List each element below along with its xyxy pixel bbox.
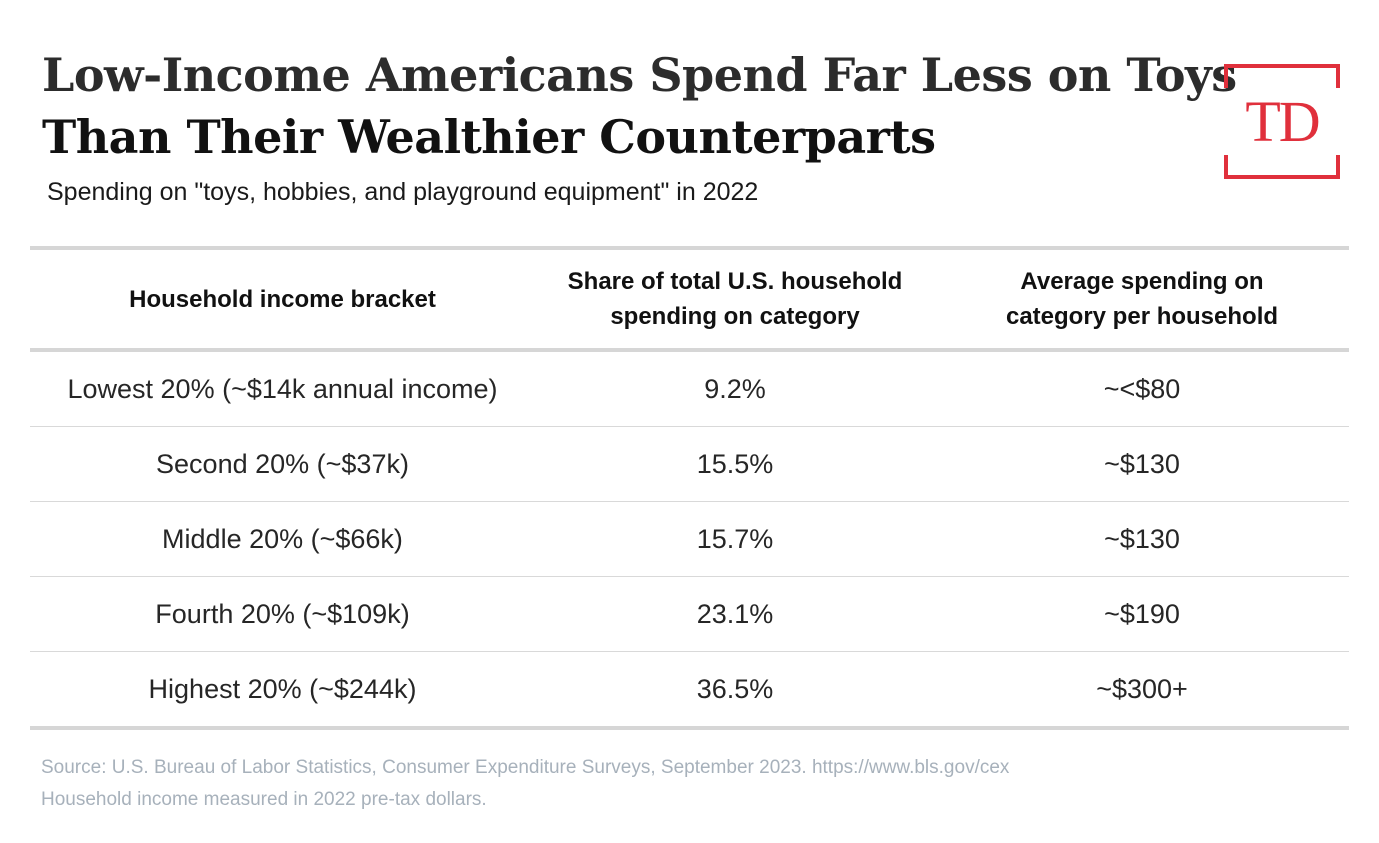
td-logo: TD	[1224, 64, 1340, 179]
title-line-2: Than Their Wealthier Counterparts	[42, 110, 936, 164]
table-cell: ~$190	[1104, 598, 1180, 629]
column-header-line: Average spending on	[1020, 268, 1264, 295]
chart-subtitle: Spending on "toys, hobbies, and playgrou…	[47, 178, 759, 206]
table-cell: ~<$80	[1103, 373, 1181, 404]
column-header-line: spending on category	[610, 303, 860, 330]
data-table: Household income bracket Share of total U…	[30, 246, 1349, 730]
table-cell: Lowest 20% (~$14k annual income)	[67, 373, 498, 404]
table-body: Lowest 20% (~$14k annual income) 9.2% ~<$8…	[30, 352, 1349, 726]
table-row: Middle 20% (~$66k) 15.7% ~$130	[30, 502, 1349, 577]
column-header-3: Average spending on category per househol…	[935, 264, 1349, 334]
table-header: Household income bracket Share of total U…	[30, 250, 1349, 352]
column-header-1: Household income bracket	[30, 282, 535, 317]
table-cell: 9.2%	[704, 373, 766, 404]
table-cell: Fourth 20% (~$109k)	[155, 598, 410, 629]
title-line-1: Low-Income Americans Spend Far Less on T…	[42, 48, 1237, 102]
table-cell: ~$130	[1104, 448, 1180, 479]
table-cell: 15.5%	[696, 448, 774, 479]
logo-bracket-icon	[1224, 64, 1340, 179]
table-row: Lowest 20% (~$14k annual income) 9.2% ~<$8…	[30, 352, 1349, 427]
table-row: Second 20% (~$37k) 15.5% ~$130	[30, 427, 1349, 502]
chart-title: Low-Income Americans Spend Far Less on T…	[42, 44, 1237, 168]
source-note: Source: U.S. Bureau of Labor Statistics,…	[41, 757, 1010, 778]
logo-text: TD	[1245, 89, 1320, 154]
column-header-line: category per household	[1005, 303, 1279, 330]
table-cell: 23.1%	[696, 598, 774, 629]
table-cell: Second 20% (~$37k)	[156, 448, 409, 479]
table-cell: 15.7%	[696, 523, 774, 554]
column-header-line: Household income bracket	[129, 285, 436, 313]
table-row: Highest 20% (~$244k) 36.5% ~$300+	[30, 652, 1349, 726]
table-cell: ~$130	[1104, 523, 1180, 554]
column-header-2: Share of total U.S. household spending on…	[535, 264, 935, 334]
table-cell: ~$300+	[1096, 673, 1188, 704]
income-note: Household income measured in 2022 pre-ta…	[41, 789, 487, 810]
column-header-line: Share of total U.S. household	[567, 268, 903, 295]
table-cell: Highest 20% (~$244k)	[148, 673, 417, 704]
chart-footer: Source: U.S. Bureau of Labor Statistics,…	[41, 752, 1009, 816]
table-row: Fourth 20% (~$109k) 23.1% ~$190	[30, 577, 1349, 652]
table-cell: 36.5%	[696, 673, 774, 704]
table-cell: Middle 20% (~$66k)	[162, 523, 403, 554]
